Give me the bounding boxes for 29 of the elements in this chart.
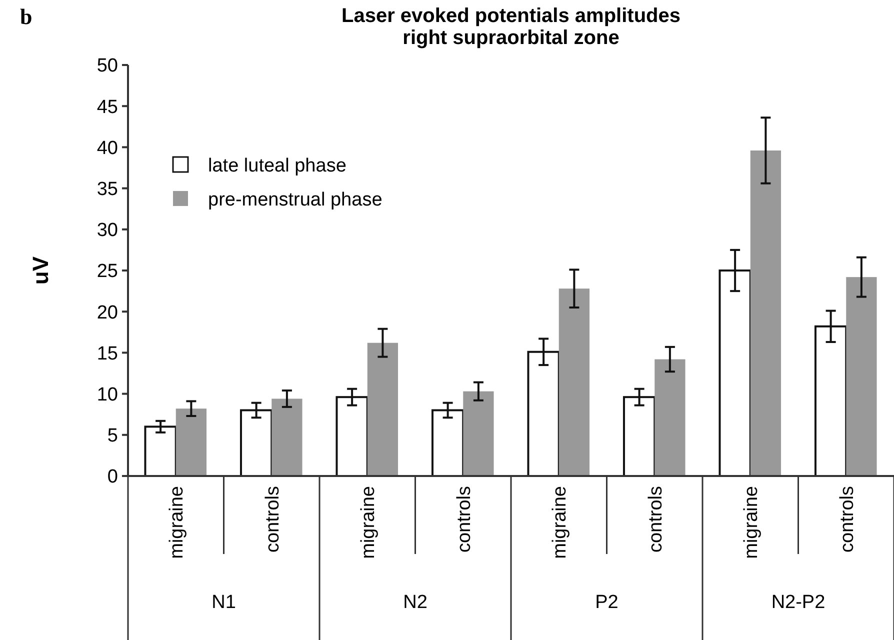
y-tick-label: 20 (96, 302, 118, 324)
y-tick-label: 35 (96, 178, 118, 200)
y-axis-title: uV (28, 256, 53, 285)
x-tick-label: controls (262, 486, 284, 553)
y-tick-label: 30 (96, 220, 118, 242)
y-tick-label: 0 (107, 466, 118, 488)
y-tick-label: 40 (96, 138, 118, 159)
x-tick-label: migraine (550, 486, 571, 559)
text: N2 (403, 592, 428, 613)
chart-subtitle: right supraorbital zone (402, 27, 620, 49)
y-tick-label: 50 (96, 56, 118, 77)
y-tick-label: 45 (96, 96, 118, 118)
chart-title: Laser evoked potentials amplitudes (342, 5, 680, 27)
legend-label: late luteal phase (208, 156, 346, 177)
x-tick-label: controls (645, 486, 666, 553)
x-tick-label: controls (454, 486, 475, 553)
text: N1 (212, 592, 236, 613)
text: b (20, 4, 32, 29)
x-tick-label: migraine (358, 486, 380, 559)
y-tick-label: 5 (107, 426, 118, 447)
x-tick-label: controls (836, 486, 858, 553)
text: P2 (595, 592, 618, 613)
y-tick-label: 10 (96, 384, 118, 406)
x-tick-label: migraine (166, 486, 188, 559)
x-tick-label: migraine (741, 486, 762, 559)
y-tick-label: 25 (96, 261, 118, 282)
y-tick-label: 15 (96, 343, 118, 364)
text: N2-P2 (771, 592, 826, 613)
legend-label: pre-menstrual phase (208, 190, 382, 211)
